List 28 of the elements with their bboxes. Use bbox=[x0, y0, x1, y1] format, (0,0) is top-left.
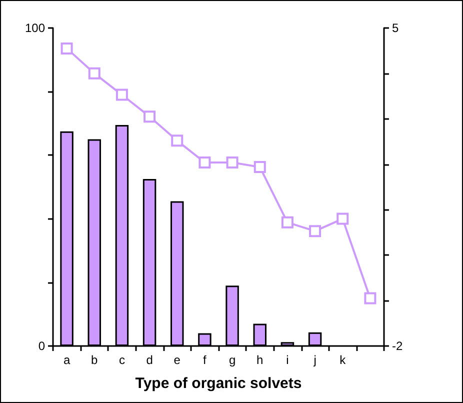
point bbox=[60, 42, 73, 54]
point bbox=[116, 88, 128, 101]
point bbox=[364, 292, 376, 304]
point bbox=[281, 216, 294, 228]
x-tick-label: h bbox=[256, 353, 264, 367]
x-axis-title: Type of organic solvets bbox=[135, 375, 302, 392]
x-tick-label: a bbox=[63, 353, 70, 367]
point bbox=[309, 225, 322, 238]
y-tick-label: 0 bbox=[38, 339, 46, 353]
point bbox=[198, 156, 211, 168]
point bbox=[336, 212, 349, 225]
x-tick-label: e bbox=[174, 353, 181, 367]
x-tick-label: g bbox=[228, 353, 236, 367]
point bbox=[144, 110, 156, 123]
x-tick-label: k bbox=[340, 353, 347, 367]
x-tick-label: j bbox=[312, 353, 316, 367]
point bbox=[88, 67, 100, 80]
point bbox=[226, 156, 238, 168]
x-tick-label: i bbox=[286, 353, 289, 367]
x-tick-label: f bbox=[203, 353, 208, 367]
y-tick-label: 100 bbox=[24, 21, 46, 35]
y2-tick-label: 5 bbox=[392, 21, 399, 35]
x-tick-label: c bbox=[118, 353, 125, 367]
x-tick-label: d bbox=[146, 353, 153, 367]
point bbox=[254, 161, 266, 174]
y2-tick-label: -2 bbox=[392, 339, 403, 353]
x-tick-label: b bbox=[91, 353, 98, 367]
point bbox=[171, 134, 184, 147]
